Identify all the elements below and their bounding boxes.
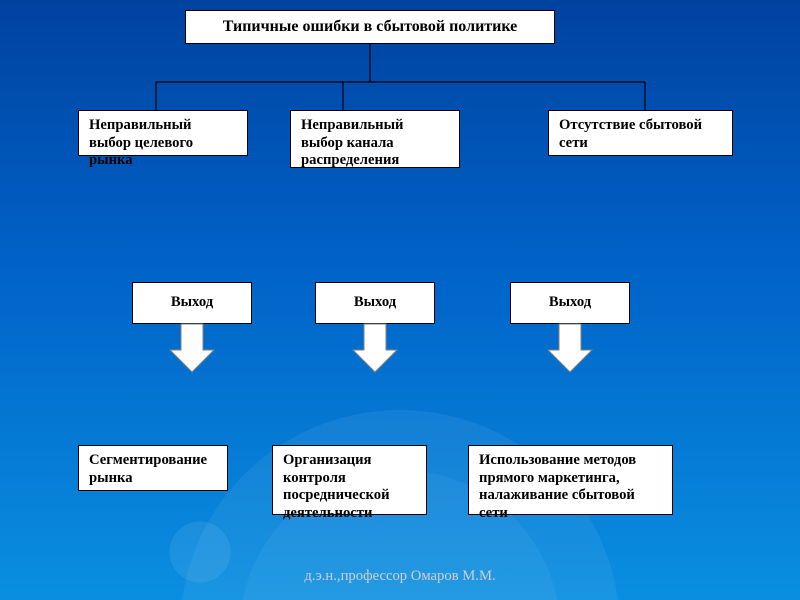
footer-credit: д.э.н.,профессор Омаров М.М. (0, 568, 800, 585)
solution-box-control: Организация контроля посреднической деят… (272, 445, 427, 515)
diagram-stage: Типичные ошибки в сбытовой политике Непр… (0, 0, 800, 600)
solution-label: Использование методов прямого маркетинга… (479, 452, 636, 521)
solution-label: Сегментирование рынка (89, 452, 207, 486)
footer-text: д.э.н.,профессор Омаров М.М. (304, 568, 495, 584)
solution-box-direct-marketing: Использование методов прямого маркетинга… (468, 445, 673, 515)
solution-label: Организация контроля посреднической деят… (283, 452, 390, 521)
solution-box-segmentation: Сегментирование рынка (78, 445, 228, 491)
